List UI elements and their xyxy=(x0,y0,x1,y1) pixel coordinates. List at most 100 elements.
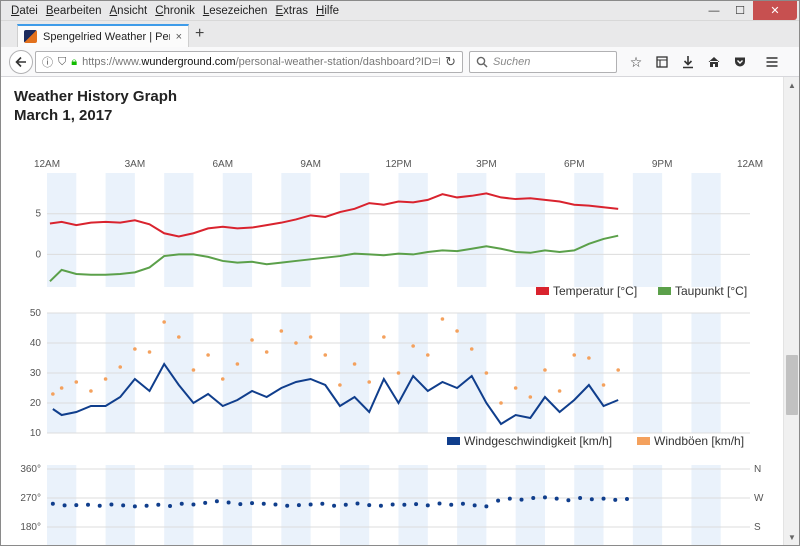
wind-gust-point xyxy=(51,392,55,396)
wind-gust-legend-label: Windböen [km/h] xyxy=(654,434,744,448)
wind-gust-point xyxy=(133,347,137,351)
wind-gust-point xyxy=(469,347,474,351)
wind-gust-point xyxy=(89,389,93,393)
maximize-button[interactable]: ☐ xyxy=(735,5,745,17)
menu-datei[interactable]: Datei xyxy=(11,5,38,17)
wind-direction-point xyxy=(378,503,383,508)
scroll-up-arrow-icon[interactable]: ▲ xyxy=(788,80,796,90)
wind-gust-point xyxy=(513,386,518,390)
y-tick-label: 180° xyxy=(20,522,41,533)
wind-gust-point xyxy=(74,380,79,384)
y-tick-label: 20 xyxy=(30,398,42,409)
wind-gust-point xyxy=(601,383,606,387)
menu-lesezeichen[interactable]: Lesezeichen xyxy=(202,5,268,17)
wind-direction-point xyxy=(296,503,301,508)
wind-direction-point xyxy=(472,503,477,508)
url-text[interactable]: https://www.wunderground.com/personal-we… xyxy=(82,56,440,68)
pocket-icon[interactable] xyxy=(727,51,753,73)
info-icon[interactable]: ⓘ xyxy=(42,57,53,69)
scrollbar-thumb[interactable] xyxy=(786,355,798,415)
back-button[interactable] xyxy=(9,50,33,74)
x-tick-label: 3AM xyxy=(125,159,146,170)
close-window-button[interactable]: ✕ xyxy=(753,1,797,20)
download-icon[interactable] xyxy=(675,51,701,73)
tab-strip: Spengelried Weather | Pers × + xyxy=(1,21,799,47)
search-box[interactable]: Suchen xyxy=(469,51,617,73)
wind-gust-point xyxy=(440,317,445,321)
wind-direction-point xyxy=(542,495,547,500)
wind-direction-point xyxy=(437,501,442,506)
wind-direction-point xyxy=(86,502,91,507)
menu-hilfe[interactable]: Hilfe xyxy=(316,5,340,17)
compass-tick-label: S xyxy=(754,522,761,533)
wind-gust-point xyxy=(484,371,489,375)
vertical-scrollbar[interactable]: ▲ ▼ xyxy=(783,77,799,545)
wind-direction-point xyxy=(261,501,266,506)
hamburger-menu-icon[interactable] xyxy=(759,51,785,73)
wind-gust-point xyxy=(396,371,401,375)
search-icon xyxy=(476,56,488,68)
hour-band xyxy=(457,173,487,287)
menu-ansicht[interactable]: Ansicht xyxy=(109,5,148,17)
wind-gust-point xyxy=(103,377,108,381)
x-tick-label: 9PM xyxy=(652,159,673,170)
wind-direction-point xyxy=(62,503,67,508)
hour-band xyxy=(574,465,604,545)
wind-direction-point xyxy=(624,496,629,501)
lock-icon[interactable]: 🔒︎ xyxy=(71,55,78,68)
url-bar[interactable]: ⓘ ⛉ 🔒︎ https://www.wunderground.com/pers… xyxy=(35,51,463,73)
dewpoint-legend-swatch xyxy=(658,287,671,295)
menu-chronik[interactable]: Chronik xyxy=(155,5,195,17)
wind-direction-point xyxy=(601,496,606,501)
hour-band xyxy=(339,173,370,287)
y-tick-label: 360° xyxy=(20,464,41,475)
y-tick-label: 10 xyxy=(30,428,42,439)
wind-gust-point xyxy=(294,341,298,345)
wind-gust-point xyxy=(59,386,64,390)
wind-direction-point xyxy=(367,503,372,508)
wind-direction-point xyxy=(250,501,255,506)
tab-title: Spengelried Weather | Pers xyxy=(43,30,170,43)
wind-direction-point xyxy=(343,502,348,507)
library-icon[interactable] xyxy=(649,51,675,73)
bookmark-star-icon[interactable]: ☆ xyxy=(629,53,643,70)
dewpoint-legend-label: Taupunkt [°C] xyxy=(675,284,747,298)
y-tick-label: 5 xyxy=(35,209,41,220)
hour-band xyxy=(691,465,721,545)
hour-band xyxy=(105,173,135,287)
wind-direction-point xyxy=(449,502,454,507)
x-tick-label: 3PM xyxy=(476,159,497,170)
menu-extras[interactable]: Extras xyxy=(275,5,309,17)
minimize-button[interactable]: — xyxy=(708,4,720,17)
hour-band xyxy=(47,173,77,287)
menu-bearbeiten[interactable]: Bearbeiten xyxy=(45,5,102,17)
wind-gust-point xyxy=(191,368,196,372)
home-icon[interactable] xyxy=(701,51,727,73)
wind-direction-point xyxy=(50,501,55,506)
wind-gust-point xyxy=(220,377,225,381)
wind-gust-point xyxy=(118,365,123,369)
tracking-shield-icon[interactable]: ⛉ xyxy=(58,55,67,68)
x-tick-label: 12AM xyxy=(737,159,763,170)
tab-close-icon[interactable]: × xyxy=(175,30,182,43)
wind-gust-point xyxy=(367,380,372,384)
compass-tick-label: W xyxy=(754,493,764,504)
hour-band xyxy=(691,173,721,287)
wind-direction-point xyxy=(484,504,489,509)
scroll-down-arrow-icon[interactable]: ▼ xyxy=(788,532,796,542)
compass-tick-label: N xyxy=(754,464,761,475)
url-path: /personal-weather-station/dashboard?ID=I… xyxy=(235,56,441,68)
wind-gust-point xyxy=(250,338,254,342)
hour-band xyxy=(632,173,663,287)
wind-gust-point xyxy=(235,362,240,366)
tab-spengelried-weather[interactable]: Spengelried Weather | Pers × xyxy=(17,24,189,47)
wind-gust-point xyxy=(425,353,430,357)
hour-band xyxy=(457,465,487,545)
reload-icon[interactable]: ↻ xyxy=(445,54,456,69)
wind-gust-point xyxy=(557,389,562,393)
y-tick-label: 270° xyxy=(20,493,41,504)
wind-gust-point xyxy=(338,383,342,387)
new-tab-button[interactable]: + xyxy=(195,25,205,42)
wind-direction-point xyxy=(74,503,79,508)
wind-direction-point xyxy=(613,497,618,502)
